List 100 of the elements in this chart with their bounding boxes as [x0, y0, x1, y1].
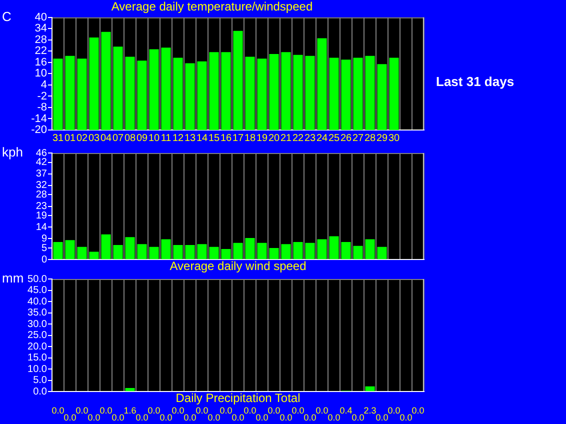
- bar: [77, 58, 87, 130]
- x-tick-label: 22: [292, 132, 304, 144]
- bar: [389, 58, 399, 130]
- bar: [233, 242, 243, 260]
- data-label: 0.0: [412, 406, 424, 416]
- x-tick-label: 29: [376, 132, 388, 144]
- x-tick-label: 12: [172, 132, 184, 144]
- bar: [257, 242, 267, 260]
- bar: [125, 56, 135, 130]
- bar: [137, 60, 147, 130]
- bar: [149, 246, 159, 260]
- bar: [257, 58, 267, 130]
- data-label: 0.0: [88, 412, 100, 423]
- bar: [53, 242, 63, 260]
- y-tick-label: 5: [41, 242, 48, 254]
- bar: [53, 58, 63, 130]
- y-axis-title: mm: [2, 270, 24, 286]
- data-label: 0.0: [52, 406, 64, 416]
- x-tick-label: 07: [112, 132, 124, 144]
- x-tick-label: 08: [124, 132, 136, 144]
- bar: [113, 245, 123, 260]
- x-tick-label: 27: [352, 132, 364, 144]
- x-tick-label: 20: [268, 132, 280, 144]
- bar: [65, 56, 75, 130]
- bar: [221, 52, 231, 130]
- data-label: 0.0: [136, 412, 148, 423]
- bar: [329, 58, 339, 130]
- y-tick-label: 32: [36, 180, 48, 192]
- data-label: 0.0: [208, 412, 220, 423]
- data-label: 0.0: [328, 412, 340, 423]
- x-tick-label: 31: [52, 132, 64, 144]
- data-label: 0.0: [64, 412, 76, 423]
- y-tick-label: 15.0: [28, 352, 48, 364]
- x-tick-label: 28: [364, 132, 376, 144]
- y-tick-label: 20.0: [28, 341, 48, 352]
- data-label: 0.0: [76, 406, 88, 416]
- bar: [89, 252, 99, 260]
- data-label: 0.0: [196, 406, 208, 416]
- data-label: 0.0: [148, 406, 160, 416]
- y-tick-label: 14: [36, 222, 48, 233]
- y-tick-label: 30.0: [28, 318, 48, 330]
- y-tick-label: -14: [31, 112, 47, 125]
- bar: [245, 56, 255, 130]
- data-label: 0.0: [112, 412, 124, 423]
- bar: [281, 244, 291, 260]
- bar: [269, 248, 279, 260]
- bar: [89, 37, 99, 130]
- bar: [233, 30, 243, 130]
- data-label: 0.0: [316, 406, 328, 416]
- bar: [161, 48, 171, 130]
- y-tick-label: 37: [36, 168, 48, 180]
- y-tick-label: 28: [36, 189, 48, 200]
- bar: [305, 56, 315, 130]
- x-tick-label: 16: [220, 132, 232, 144]
- data-label: 0.0: [160, 412, 172, 423]
- bar: [185, 63, 195, 130]
- bar: [113, 46, 123, 130]
- bar: [161, 239, 171, 260]
- bar: [317, 38, 327, 130]
- bar: [125, 237, 135, 260]
- x-tick-label: 18: [244, 132, 256, 144]
- y-tick-label: 10.0: [28, 364, 48, 375]
- y-tick-label: 10: [34, 68, 47, 80]
- data-label: 0.0: [256, 412, 268, 423]
- data-label: 0.0: [388, 406, 400, 416]
- y-tick-label: 23: [36, 201, 48, 212]
- bar: [377, 246, 387, 260]
- y-tick-label: 22: [34, 45, 47, 58]
- bar: [305, 242, 315, 260]
- data-label: 0.0: [268, 406, 280, 416]
- data-label: 0.0: [100, 406, 112, 416]
- chart-title: Average daily temperature/windspeed: [111, 0, 313, 14]
- text: Last 31 days: [436, 74, 514, 89]
- y-tick-label: 16: [34, 56, 47, 68]
- bar: [221, 248, 231, 260]
- data-label: 0.0: [232, 412, 244, 423]
- bar: [293, 54, 303, 130]
- data-label: 0.0: [292, 406, 304, 416]
- bar: [185, 245, 195, 260]
- y-tick-label: 46: [36, 148, 48, 159]
- x-tick-label: 19: [256, 132, 268, 144]
- bar: [197, 61, 207, 130]
- y-tick-label: 9: [41, 233, 48, 244]
- data-label: 0.0: [304, 412, 316, 423]
- y-tick-label: -8: [37, 102, 47, 114]
- bar: [245, 238, 255, 260]
- y-tick-label: 40: [34, 11, 47, 24]
- x-axis-title: Average daily wind speed: [170, 259, 306, 274]
- bar: [173, 58, 183, 130]
- x-tick-label: 17: [232, 132, 244, 144]
- data-label: 1.6: [124, 406, 136, 416]
- y-tick-label: 0: [41, 254, 48, 266]
- x-tick-label: 14: [196, 132, 208, 144]
- bar: [101, 32, 111, 130]
- data-label: 0.0: [280, 412, 292, 423]
- x-tick-label: 25: [328, 132, 340, 144]
- y-tick-label: 19: [36, 210, 48, 222]
- y-axis-title: kph: [2, 144, 23, 160]
- x-tick-label: 21: [280, 132, 292, 144]
- bar: [353, 58, 363, 130]
